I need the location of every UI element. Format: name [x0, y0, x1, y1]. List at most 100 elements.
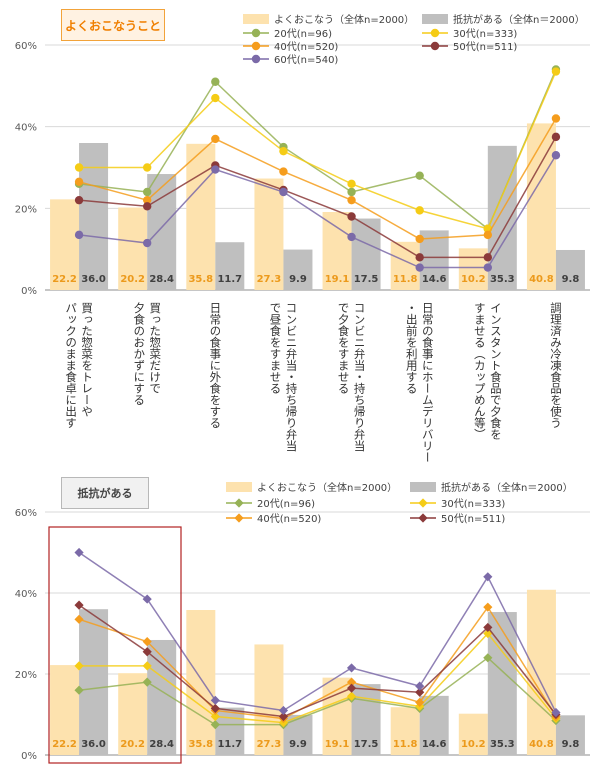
p1-series-point-4	[142, 238, 152, 248]
p1-category-label: で夕食をすませる	[337, 302, 351, 394]
p1-category-label: 調理済み冷凍食品を使う	[549, 301, 563, 428]
p1-series-point-3	[142, 202, 152, 211]
p2-legend-label: 40代(n=520)	[257, 513, 321, 525]
p1-series-line-4	[78, 154, 557, 269]
p1-series-point-1	[551, 67, 561, 76]
panel1-title: よくおこなうこと	[61, 9, 165, 41]
p1-series-point-1	[211, 93, 220, 103]
p2-series-point-3	[142, 647, 152, 657]
p2-highlight-box	[48, 526, 182, 764]
p1-y-tick-label: 40%	[15, 123, 37, 134]
p2-series-point-3	[483, 622, 493, 633]
p1-series-point-0	[415, 171, 424, 180]
p2-series-point-4	[483, 572, 493, 582]
p2-bar-often-label: 22.2	[52, 739, 77, 750]
p1-legend-swatch	[422, 14, 448, 24]
p1-bar-often-label: 22.2	[52, 274, 77, 285]
p1-category-label: で昼食をすませる	[268, 302, 282, 394]
p1-bar-resist-label: 35.3	[490, 274, 515, 285]
p2-bar-often	[186, 610, 216, 755]
p1-bar-often	[254, 178, 284, 290]
p1-legend-marker	[251, 41, 261, 51]
p2-series-point-3	[346, 683, 357, 693]
p1-category-label: 日常の食事に外食をする	[208, 302, 222, 429]
p1-legend-label: 20代(n=96)	[274, 28, 332, 40]
p2-bar-often	[526, 589, 556, 755]
p1-bar-often	[526, 123, 556, 291]
p2-bar-resist-label: 11.7	[217, 739, 242, 750]
p1-bar-resist-label: 28.4	[149, 274, 174, 285]
p1-category-label: すませる（カップめん等）	[473, 302, 487, 440]
p2-series-point-3	[74, 600, 84, 610]
p2-bar-resist	[555, 715, 585, 755]
p2-legend-marker	[418, 513, 428, 523]
p2-series-point-0	[483, 653, 493, 663]
p1-series-point-0	[211, 77, 220, 86]
p1-bar-often-label: 19.1	[325, 274, 350, 285]
p1-series-point-2	[415, 234, 424, 244]
p2-series-point-4	[142, 594, 152, 604]
p2-series-point-2	[142, 637, 152, 647]
p1-series-point-3	[74, 195, 84, 205]
p1-series-point-3	[415, 253, 424, 262]
p1-legend-label: 50代(n=511)	[453, 41, 517, 53]
p2-bar-often-label: 20.2	[120, 739, 145, 750]
p2-series-point-4	[74, 547, 84, 558]
p2-series-line-0	[78, 656, 557, 726]
p2-bar-resist-label: 28.4	[149, 739, 174, 750]
p1-bar-often	[322, 212, 352, 290]
p2-legend-marker	[234, 513, 244, 523]
p2-bar-often	[254, 644, 284, 755]
p2-bar-often-label: 19.1	[325, 739, 350, 750]
p1-bar-resist-label: 14.6	[422, 274, 447, 285]
p1-bar-resist	[147, 174, 177, 290]
p2-bar-resist	[351, 684, 381, 755]
p1-series-point-4	[551, 151, 561, 160]
p1-series-point-2	[483, 230, 493, 240]
p2-series-point-0	[142, 677, 152, 687]
p1-bar-resist-label: 9.8	[562, 274, 580, 285]
panel2-title: 抵抗がある	[61, 477, 149, 509]
p1-series-point-3	[551, 132, 561, 142]
p2-legend-label: 20代(n=96)	[257, 498, 315, 510]
p1-legend-swatch	[243, 14, 269, 24]
p1-bar-often-label: 40.8	[529, 274, 554, 285]
p1-series-point-0	[347, 187, 356, 197]
p2-bar-resist-label: 9.8	[562, 739, 580, 750]
p2-legend-marker	[234, 498, 244, 508]
p1-bar-often-label: 35.8	[188, 274, 213, 285]
p1-legend-label: よくおこなう（全体n=2000）	[274, 13, 414, 26]
p1-category-label: ・出前を利用する	[405, 302, 419, 394]
p1-bar-often-label: 27.3	[257, 274, 282, 285]
p2-series-point-4	[346, 663, 357, 673]
p2-bar-resist	[79, 609, 109, 755]
p2-series-point-0	[210, 720, 220, 730]
p2-legend-swatch	[410, 482, 436, 492]
p1-bar-resist	[555, 249, 585, 290]
p2-legend-label: 30代(n=333)	[441, 498, 505, 510]
p1-bar-resist-label: 36.0	[81, 274, 106, 285]
p2-series-line-1	[79, 632, 557, 724]
p2-series-line-2	[78, 605, 557, 720]
p1-bar-often-label: 20.2	[120, 274, 145, 285]
p1-series-point-1	[74, 163, 84, 172]
p1-y-tick-label: 60%	[15, 41, 37, 52]
p1-legend-label: 40代(n=520)	[274, 41, 338, 53]
p1-series-point-2	[74, 177, 84, 186]
p1-series-point-0	[142, 187, 152, 197]
p2-series-point-2	[346, 677, 357, 687]
p1-bar-often	[50, 199, 80, 290]
p2-series-point-1	[346, 691, 357, 701]
p2-bar-often-label: 35.8	[188, 739, 213, 750]
p1-y-tick-label: 20%	[15, 204, 37, 215]
p1-series-point-3	[347, 212, 356, 221]
p1-bar-resist	[283, 249, 313, 290]
p1-bar-resist	[419, 230, 449, 290]
p1-category-label: 買った惣菜をトレーや	[80, 302, 94, 417]
p2-bar-resist-label: 36.0	[81, 739, 106, 750]
p1-legend-marker	[430, 41, 440, 51]
p2-series-point-4	[415, 681, 425, 691]
p1-bar-resist-label: 11.7	[217, 274, 242, 285]
p2-series-line-4	[78, 551, 557, 713]
p2-series-point-3	[415, 687, 425, 697]
